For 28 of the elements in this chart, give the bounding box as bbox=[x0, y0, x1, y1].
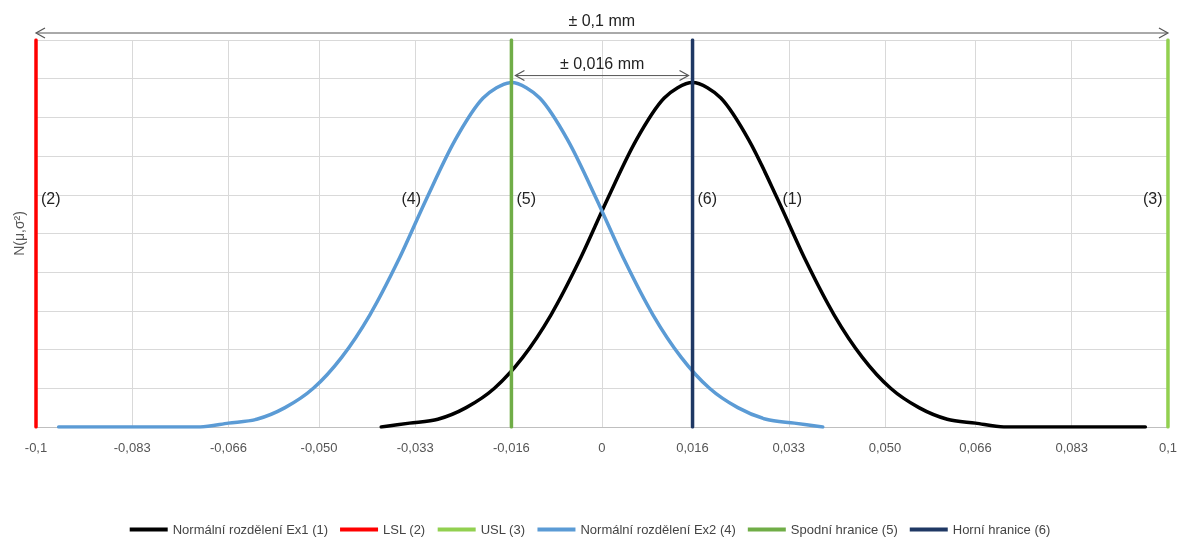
legend-label: Normální rozdělení Ex1 (1) bbox=[172, 522, 329, 537]
annotation: (5) bbox=[516, 189, 536, 208]
annotation: (3) bbox=[1142, 189, 1163, 208]
legend-label: USL (3) bbox=[480, 522, 525, 537]
x-tick-label: -0,050 bbox=[300, 440, 338, 455]
annotation: ± 0,016 mm bbox=[559, 54, 645, 73]
x-tick-label: -0,083 bbox=[113, 440, 151, 455]
x-tick-label: 0,066 bbox=[959, 440, 992, 455]
x-tick-label: 0,033 bbox=[772, 440, 806, 455]
legend-label: Spodní hranice (5) bbox=[790, 522, 898, 537]
y-axis-title: N(μ,σ²) bbox=[11, 211, 27, 256]
x-tick-label: -0,066 bbox=[210, 440, 247, 455]
x-tick-label: 0,1 bbox=[1158, 440, 1177, 455]
x-tick-label: -0,033 bbox=[396, 440, 434, 455]
annotation: (2) bbox=[41, 189, 61, 208]
annotation: (6) bbox=[697, 189, 718, 208]
x-tick-label: 0,083 bbox=[1055, 440, 1089, 455]
x-tick-label: -0,1 bbox=[24, 440, 48, 455]
x-tick-label: 0,016 bbox=[676, 440, 709, 455]
legend-label: Normální rozdělení Ex2 (4) bbox=[580, 522, 736, 537]
legend-label: Horní hranice (6) bbox=[952, 522, 1051, 537]
x-tick-label: 0,050 bbox=[868, 440, 902, 455]
text: ± 0,1 mm bbox=[568, 12, 636, 30]
legend-label: LSL (2) bbox=[383, 522, 426, 537]
x-tick-label: 0 bbox=[598, 440, 606, 455]
x-tick-label: -0,016 bbox=[492, 440, 530, 455]
annotation: (4) bbox=[401, 189, 422, 208]
annotation: (1) bbox=[782, 189, 802, 208]
